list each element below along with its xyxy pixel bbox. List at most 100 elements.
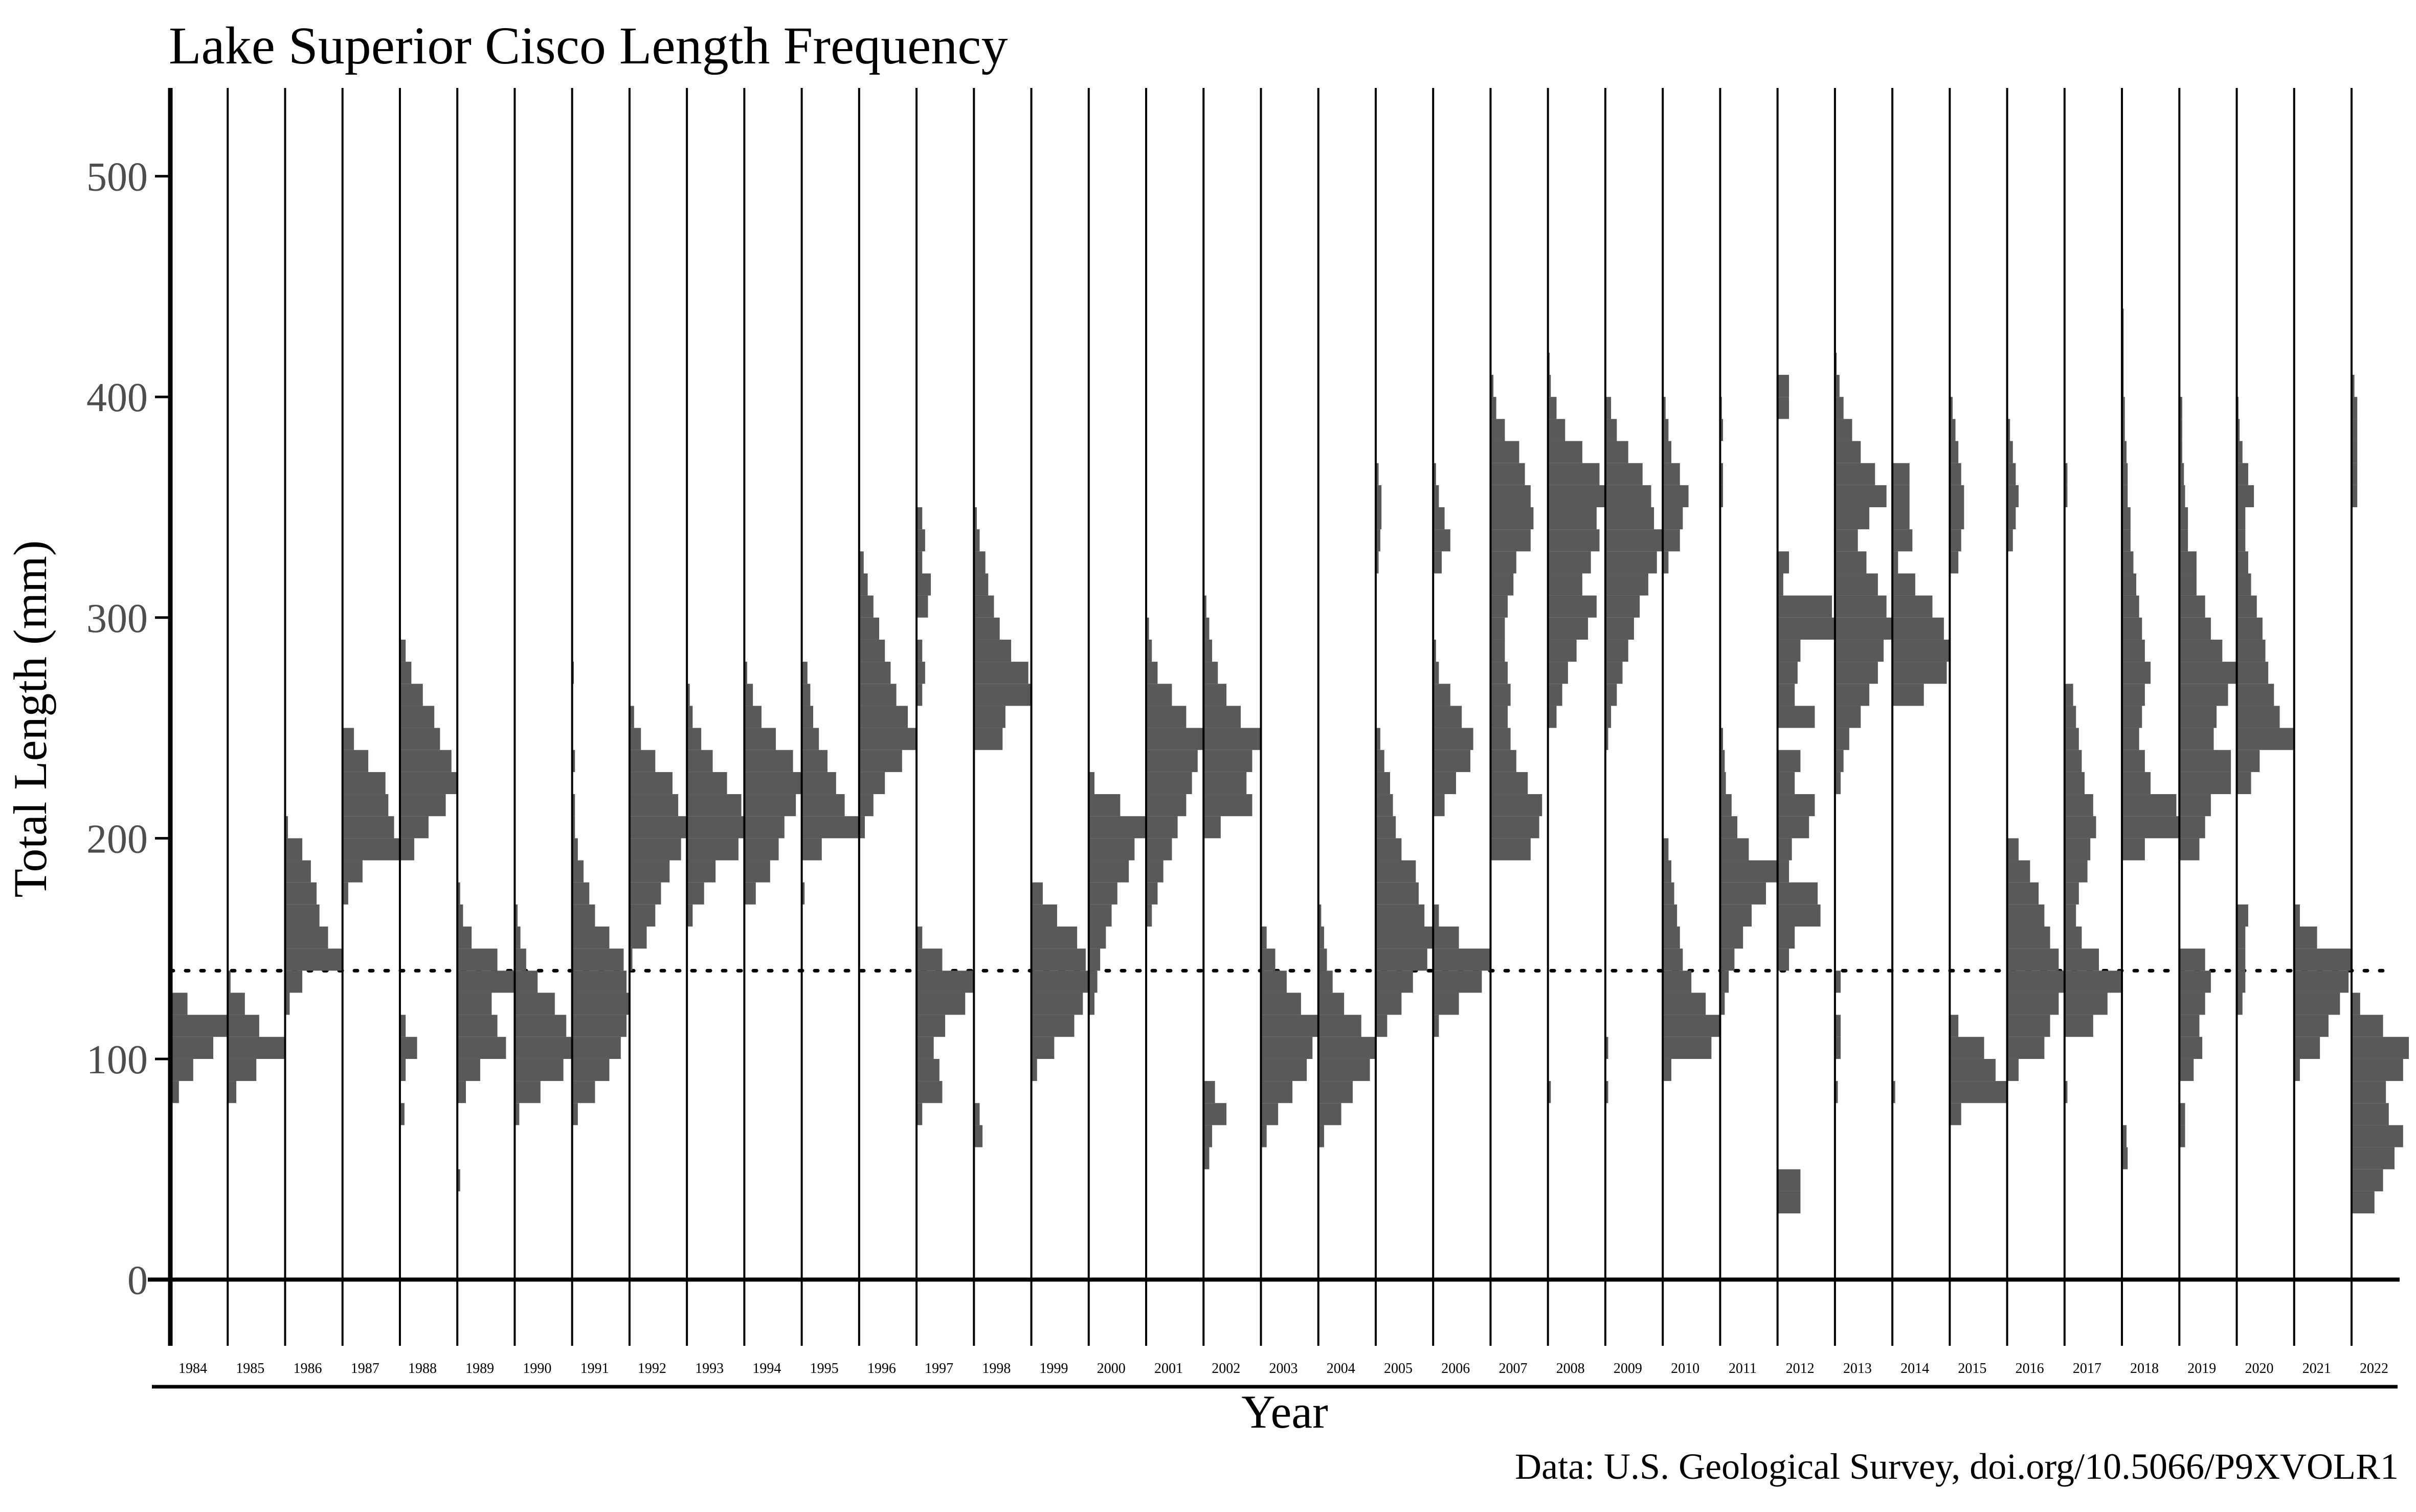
histogram-bar	[1203, 684, 1227, 706]
panel-1990	[492, 88, 572, 1346]
histogram-bar	[1835, 485, 1887, 507]
histogram-bar	[1950, 1103, 1961, 1125]
histogram-bar	[2352, 375, 2355, 397]
histogram-bar	[687, 772, 727, 795]
histogram-bar	[1605, 441, 1628, 463]
panel-2022	[2329, 88, 2409, 1346]
histogram-bar	[1950, 1036, 1984, 1059]
histogram-bar	[1777, 1191, 1801, 1214]
histogram-bar	[1777, 772, 1795, 795]
histogram-bar	[1433, 684, 1450, 706]
x-tick-label: 2004	[1327, 1361, 1355, 1376]
histogram-bar	[2122, 772, 2151, 795]
histogram-bar	[1203, 662, 1218, 684]
histogram-bar	[1031, 992, 1083, 1015]
histogram-bar	[572, 1103, 578, 1125]
histogram-bar	[1548, 684, 1562, 706]
histogram-bar	[801, 706, 814, 728]
x-tick-label: 2014	[1900, 1361, 1929, 1376]
histogram-bar	[285, 992, 290, 1015]
histogram-bar	[1433, 949, 1491, 971]
histogram-bar	[687, 706, 693, 728]
histogram-bar	[1203, 706, 1241, 728]
histogram-bar	[1318, 927, 1324, 949]
histogram-bar	[859, 617, 880, 640]
histogram-bar	[1375, 927, 1433, 949]
histogram-bar	[457, 1036, 506, 1059]
histogram-bar	[2122, 750, 2145, 772]
histogram-bar	[1605, 728, 1608, 750]
histogram-bar	[1433, 507, 1445, 530]
histogram-bar	[1146, 662, 1158, 684]
histogram-bar	[629, 750, 656, 772]
histogram-bar	[801, 882, 805, 905]
histogram-bar	[2179, 639, 2223, 662]
histogram-bar	[629, 706, 634, 728]
x-tick-label: 1995	[810, 1361, 839, 1376]
histogram-bar	[1835, 595, 1887, 618]
histogram-bar	[2179, 794, 2211, 817]
histogram-bar	[1605, 419, 1617, 441]
histogram-bar	[1950, 1014, 1959, 1037]
histogram-bar	[1892, 529, 1913, 552]
histogram-bar	[1605, 706, 1612, 728]
histogram-bar	[1835, 1036, 1841, 1059]
histogram-bar	[399, 838, 414, 861]
histogram-bar	[1605, 684, 1617, 706]
histogram-bar	[1777, 838, 1792, 861]
histogram-bar	[2236, 750, 2260, 772]
histogram-bar	[514, 1036, 572, 1059]
histogram-bar	[2122, 728, 2139, 750]
y-axis: 0 100 200 300 400 500	[86, 155, 170, 1303]
histogram-bar	[1548, 639, 1577, 662]
histogram-bar	[457, 971, 515, 993]
panel-2001	[1124, 88, 1204, 1346]
panel-2002	[1181, 88, 1261, 1346]
x-tick-label: 2022	[2360, 1361, 2388, 1376]
histogram-bar	[744, 728, 776, 750]
histogram-bar	[801, 750, 828, 772]
histogram-bar	[1548, 485, 1605, 507]
histogram-bar	[974, 706, 1005, 728]
panel-1988	[377, 88, 457, 1346]
histogram-bar	[1835, 971, 1841, 993]
histogram-bar	[1835, 375, 1840, 397]
histogram-bar	[801, 684, 811, 706]
histogram-bar	[1950, 419, 1956, 441]
panel-2021	[2271, 88, 2352, 1346]
histogram-bar	[859, 573, 868, 596]
histogram-bar	[2122, 419, 2125, 441]
histogram-bar	[1548, 1081, 1551, 1103]
histogram-bar	[1433, 1014, 1439, 1037]
histogram-bar	[170, 1014, 228, 1037]
histogram-bar	[974, 728, 1003, 750]
histogram-bar	[1663, 485, 1689, 507]
histogram-bar	[2236, 573, 2251, 596]
histogram-bar	[2122, 684, 2145, 706]
histogram-bar	[2294, 992, 2340, 1015]
histogram-bar	[974, 529, 980, 552]
histogram-bar	[1777, 904, 1821, 927]
histogram-bar	[2064, 904, 2076, 927]
histogram-bar	[1548, 463, 1600, 485]
x-tick-label: 1991	[580, 1361, 609, 1376]
histogram-bar	[285, 860, 311, 883]
histogram-bar	[2236, 595, 2257, 618]
histogram-bar	[801, 816, 859, 839]
histogram-bar	[2352, 463, 2358, 485]
histogram-bar	[974, 507, 977, 530]
histogram-bar	[1605, 662, 1623, 684]
histogram-bar	[342, 750, 369, 772]
histogram-bar	[2122, 1125, 2127, 1147]
histogram-bar	[1146, 882, 1158, 905]
histogram-bar	[1318, 971, 1333, 993]
histogram-bar	[801, 772, 836, 795]
histogram-bar	[2007, 992, 2059, 1015]
x-tick-label: 1996	[867, 1361, 896, 1376]
histogram-bar	[1777, 860, 1789, 883]
histogram-bar	[2064, 882, 2079, 905]
x-tick-label: 1988	[408, 1361, 437, 1376]
histogram-bar	[2007, 1058, 2019, 1081]
histogram-bar	[2179, 1036, 2203, 1059]
histogram-bar	[1490, 529, 1531, 552]
